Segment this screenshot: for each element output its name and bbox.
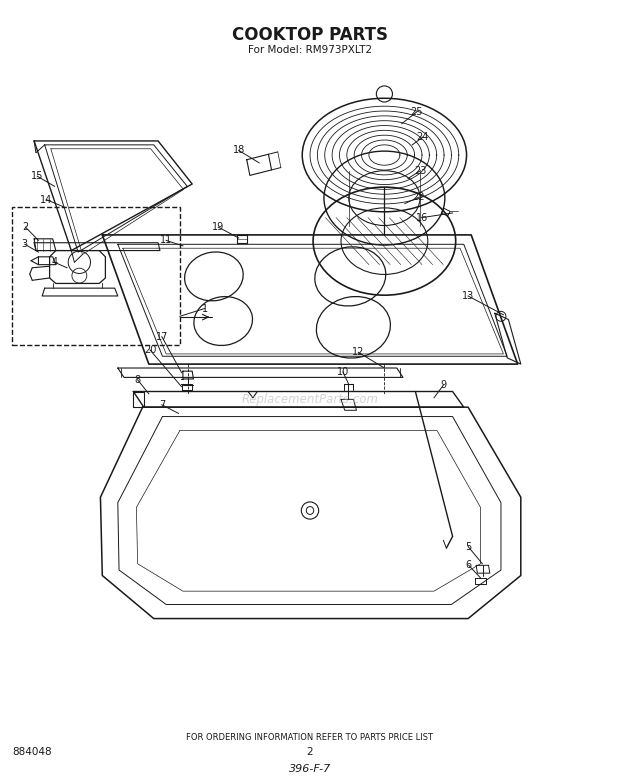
- Text: 10: 10: [337, 367, 349, 377]
- Text: 14: 14: [40, 195, 53, 204]
- Text: 396-F-7: 396-F-7: [289, 764, 331, 774]
- Text: 19: 19: [212, 222, 224, 232]
- Text: 18: 18: [232, 146, 245, 155]
- Text: 17: 17: [156, 332, 168, 341]
- Text: 3: 3: [22, 240, 28, 249]
- Text: 1: 1: [202, 304, 208, 313]
- Bar: [12, 207, 180, 345]
- Text: 6: 6: [466, 561, 472, 570]
- Text: 884048: 884048: [12, 747, 52, 756]
- Text: FOR ORDERING INFORMATION REFER TO PARTS PRICE LIST: FOR ORDERING INFORMATION REFER TO PARTS …: [187, 733, 433, 742]
- Text: 22: 22: [412, 193, 425, 202]
- Text: 2: 2: [22, 222, 29, 232]
- Text: 5: 5: [465, 542, 471, 551]
- Text: 20: 20: [144, 345, 156, 355]
- Text: For Model: RM973PXLT2: For Model: RM973PXLT2: [248, 45, 372, 55]
- Text: 2: 2: [307, 747, 313, 756]
- Text: COOKTOP PARTS: COOKTOP PARTS: [232, 27, 388, 44]
- Text: ReplacementParts.com: ReplacementParts.com: [242, 393, 378, 406]
- Text: 9: 9: [440, 381, 446, 390]
- Text: 8: 8: [135, 375, 141, 384]
- Text: 23: 23: [414, 166, 427, 175]
- Text: 16: 16: [415, 213, 428, 222]
- Text: 11: 11: [160, 236, 172, 245]
- Text: 13: 13: [462, 291, 474, 301]
- Text: 25: 25: [410, 107, 423, 117]
- Text: 7: 7: [159, 400, 165, 410]
- Text: 24: 24: [417, 132, 429, 142]
- Text: 15: 15: [31, 171, 43, 181]
- Text: 12: 12: [352, 348, 365, 357]
- Text: 4: 4: [51, 258, 58, 267]
